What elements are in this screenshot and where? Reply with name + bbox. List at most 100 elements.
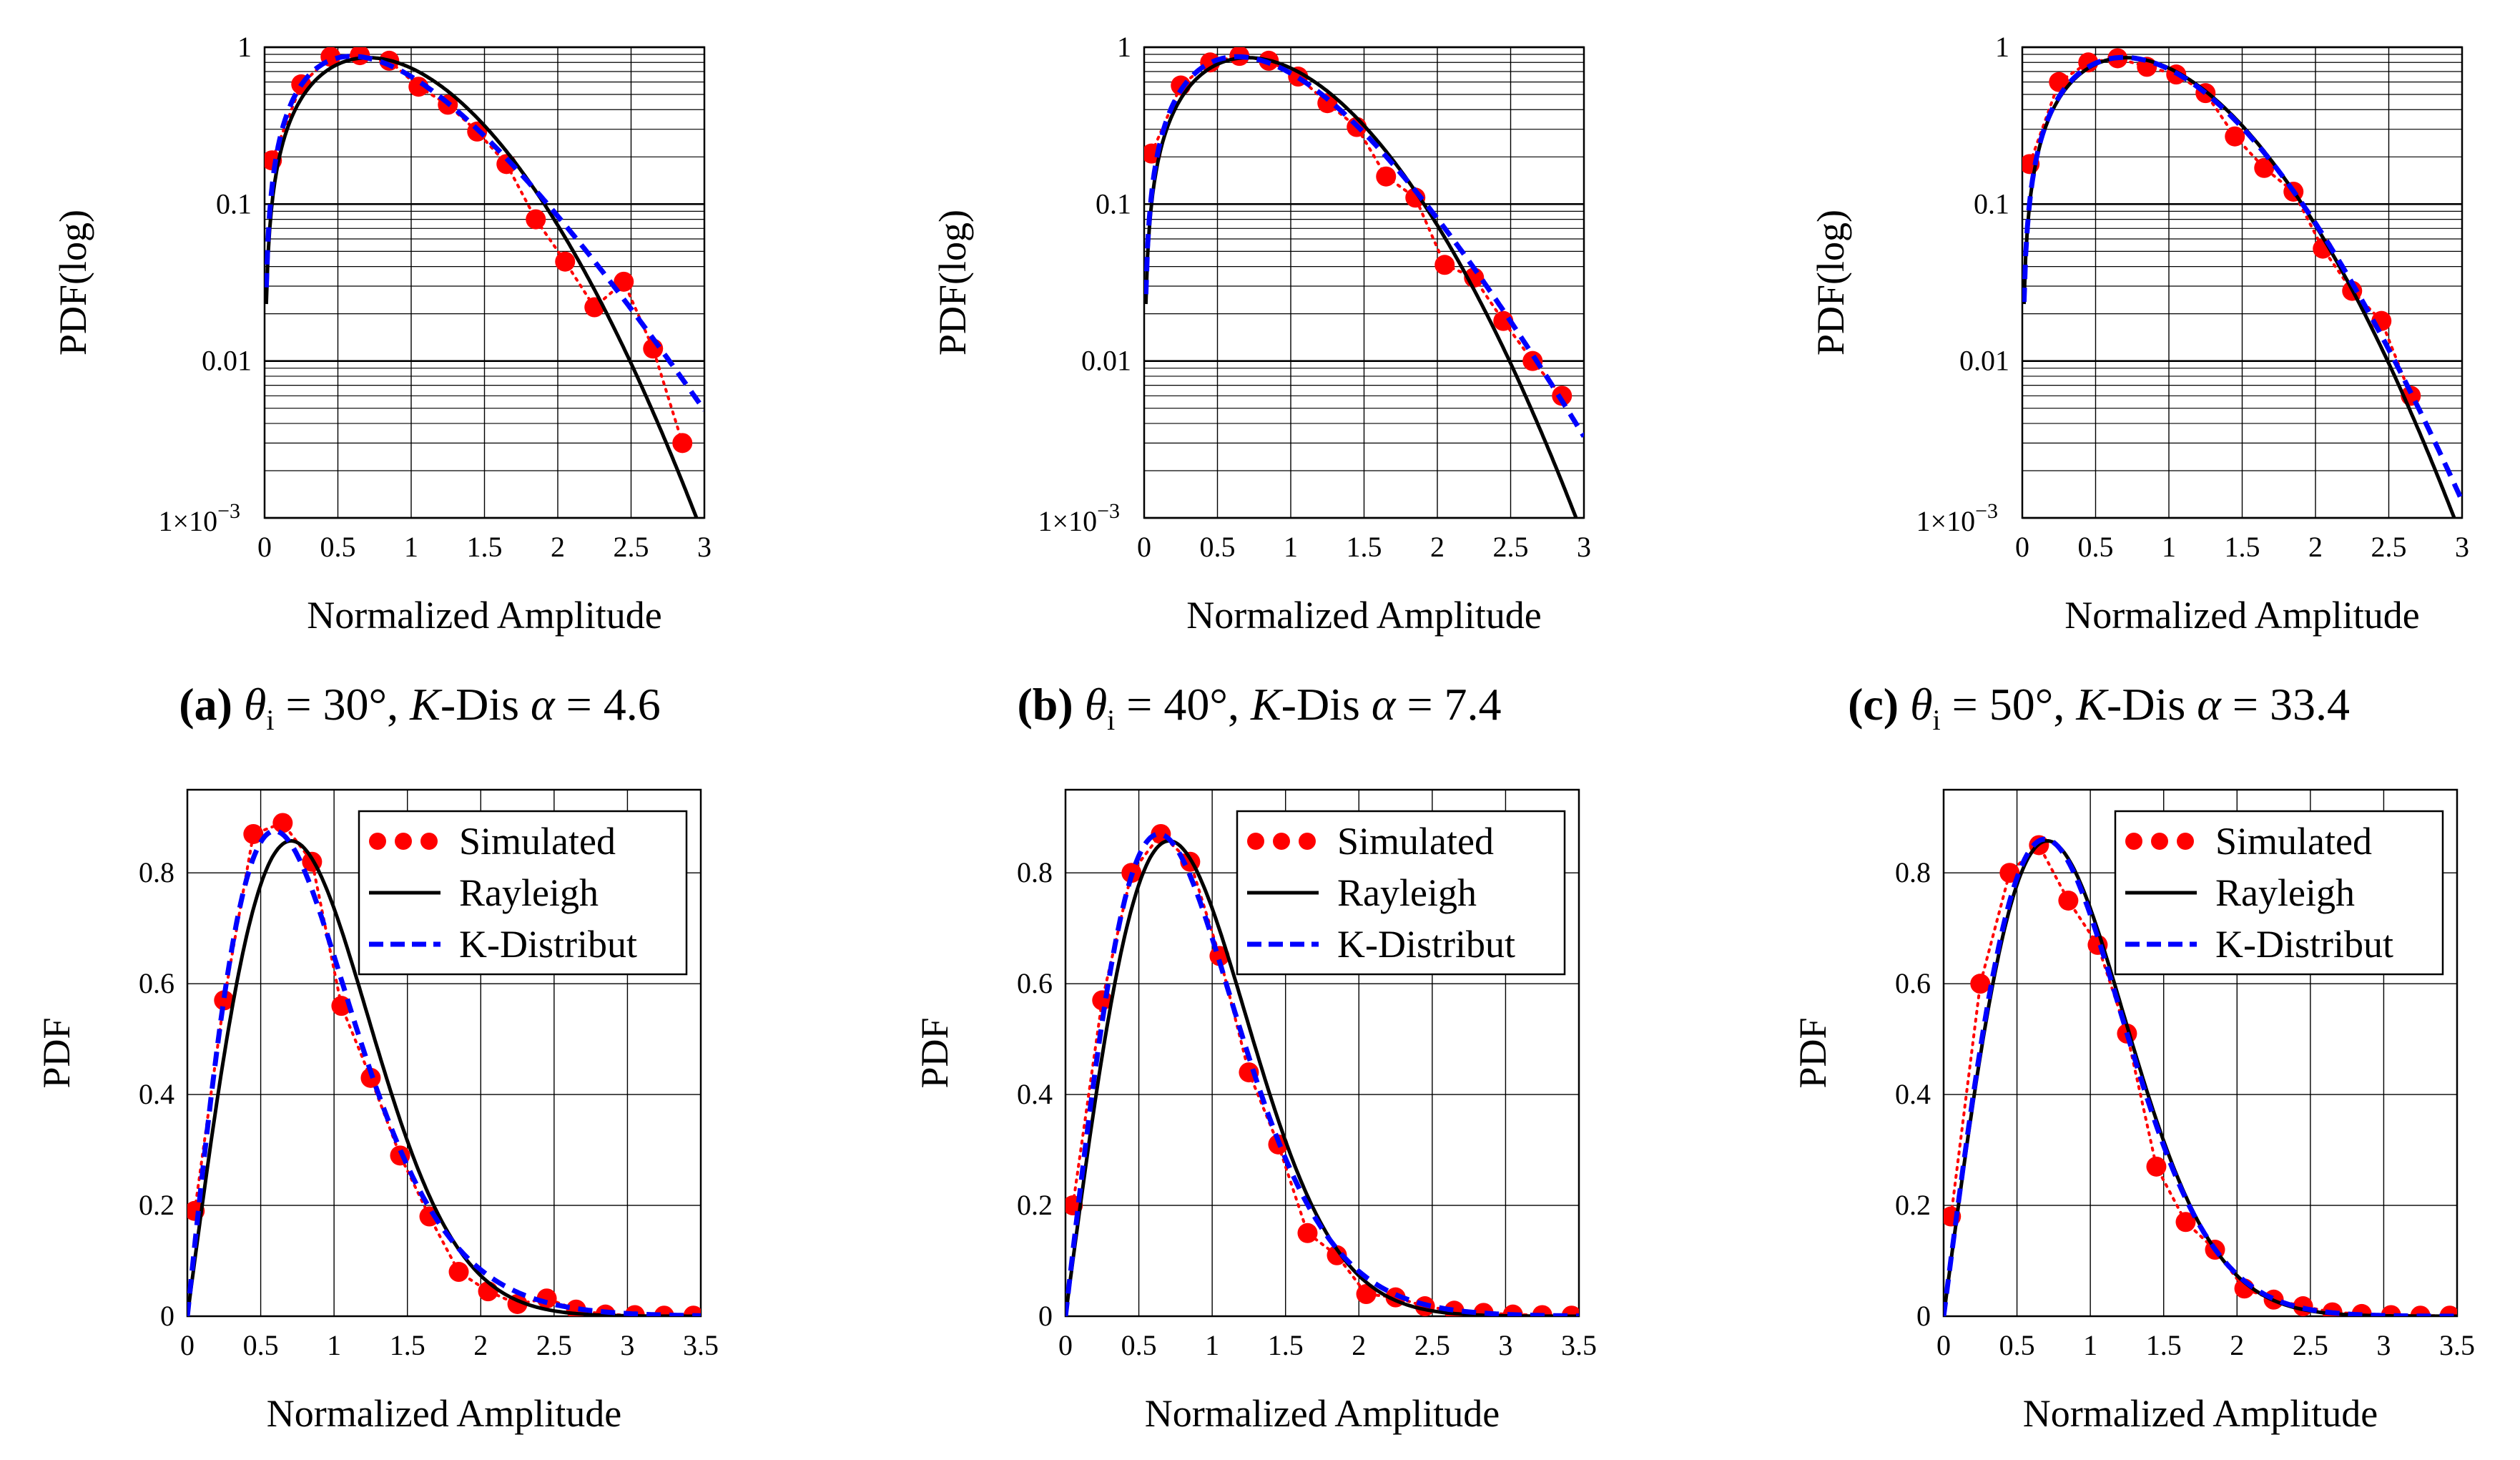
x-tick-label: 1.5 [2225,531,2260,563]
simulated-point [2225,126,2245,147]
y-tick-exponent: −3 [217,499,240,523]
y-tick-label: 0.4 [1895,1078,1931,1110]
x-tick-label: 1.5 [2146,1329,2182,1361]
caption-dis: -Dis [1281,679,1372,730]
theta-symbol: θ [1084,679,1108,730]
theta-subscript: i [1932,703,1941,736]
caption-alpha-value: = 4.6 [554,679,661,730]
log-chart-a: 0 0.5 1 1.5 2 2.5 3 1 0.1 0.01 1×10−3 Normalized Am… [51,31,712,637]
caption-dis: -Dis [440,679,531,730]
simulated-point [2058,890,2079,911]
simulated-point [2254,157,2275,178]
x-tick-label: 2.5 [1414,1329,1450,1361]
x-tick-label: 0.5 [1121,1329,1157,1361]
caption-tag: (b) [1017,679,1073,730]
simulated-point [2146,1156,2167,1177]
simulated-point [2078,52,2099,73]
legend-label: Simulated [2215,820,2372,863]
alpha-symbol: α [1371,679,1396,730]
simulated-point [555,251,576,272]
legend-swatch-simulated [1273,833,1290,850]
plot-area [265,47,704,518]
x-tick-label: 3 [2455,531,2469,563]
caption-c: (c) θi = 50°, K-Dis α = 33.4 [1679,678,2519,737]
grid [2022,46,2462,519]
simulated-point [672,433,693,454]
plot-frame [2021,46,2464,519]
legend-label: Rayleigh [459,871,599,914]
plot-frame [186,788,702,1318]
theta-symbol: θ [1910,679,1933,730]
simulated-point [1297,1223,1318,1243]
x-tick-label: 2.5 [2371,531,2407,563]
simulated-line [1949,843,2451,1316]
x-tick-label: 1 [2162,531,2176,563]
k-distribution-curve [1065,831,1579,1316]
legend-swatch-simulated [1299,833,1316,850]
y-axis-label: PDF [35,1017,78,1088]
simulated-point [2175,1212,2196,1233]
x-axis-label: Normalized Amplitude [1145,1392,1500,1435]
k-distribution-curve [265,54,704,412]
simulated-point [614,271,634,292]
legend-swatch-simulated [369,833,386,850]
y-tick-label: 0.1 [216,187,252,220]
simulated-point [1356,1284,1377,1305]
grid [265,46,704,519]
x-tick-label: 0.5 [1200,531,1236,563]
y-tick-label: 1×10−3 [159,499,240,537]
legend-swatch-simulated [1247,833,1264,850]
caption-a: (a) θi = 30°, K-Dis α = 4.6 [0,678,840,737]
caption-k: K [2076,679,2107,730]
caption-b: (b) θi = 40°, K-Dis α = 7.4 [840,678,1679,737]
y-tick-label: 0.4 [1017,1078,1053,1110]
legend-label: K-Distribut [459,923,637,966]
plot-area [2022,48,2462,518]
x-tick-label: 1 [327,1329,341,1361]
y-tick-label: 0 [160,1300,174,1332]
linear-chart-c: 0 0.5 1 1.5 2 2.5 3 3.5 0 0.2 0.4 0.6 0.8 Normalized … [1791,788,2475,1435]
x-tick-label: 0 [1936,1329,1951,1361]
plot-area [187,813,701,1316]
y-axis-label: PDF(log) [931,210,974,356]
caption-tag: (a) [179,679,232,730]
caption-angle: = 50°, [1940,679,2077,730]
x-tick-label: 2 [2308,531,2323,563]
legend-swatch-simulated [420,833,438,850]
y-axis-label: PDF [913,1017,956,1088]
simulated-point [243,823,264,844]
y-axis-label: PDF(log) [51,210,94,356]
plot-area [1144,47,1584,518]
legend-label: Rayleigh [1337,871,1477,914]
alpha-symbol: α [531,679,555,730]
simulated-point [1376,166,1397,187]
theta-subscript: i [266,703,275,736]
y-tick-label: 1 [237,31,252,63]
x-tick-label: 0.5 [2078,531,2114,563]
x-tick-label: 3 [2376,1329,2391,1361]
legend-label: Rayleigh [2215,871,2355,914]
x-tick-label: 3 [1577,531,1591,563]
y-tick-label: 0.1 [1974,187,2009,220]
plot-area [1944,835,2457,1316]
x-tick-label: 0 [1058,1329,1073,1361]
rayleigh-curve [2022,56,2456,518]
x-tick-label: 3.5 [2439,1329,2475,1361]
caption-k: K [1250,679,1281,730]
y-tick-label: 1×10−3 [1038,499,1120,537]
y-tick-label: 1 [1117,31,1131,63]
x-tick-label: 0.5 [320,531,356,563]
x-tick-label: 0.5 [1999,1329,2035,1361]
x-tick-label: 0 [2015,531,2029,563]
y-tick-label: 0.6 [139,967,174,999]
simulated-point [2049,72,2069,92]
y-tick-label: 0.8 [1017,856,1053,888]
x-axis-label: Normalized Amplitude [307,594,661,637]
alpha-symbol: α [2197,679,2221,730]
x-tick-label: 2 [1430,531,1444,563]
simulated-point [1405,187,1426,208]
plot-area [1065,823,1579,1316]
x-tick-label: 0 [257,531,272,563]
legend-label: K-Distribut [2215,923,2393,966]
legend-label: Simulated [1337,820,1494,863]
